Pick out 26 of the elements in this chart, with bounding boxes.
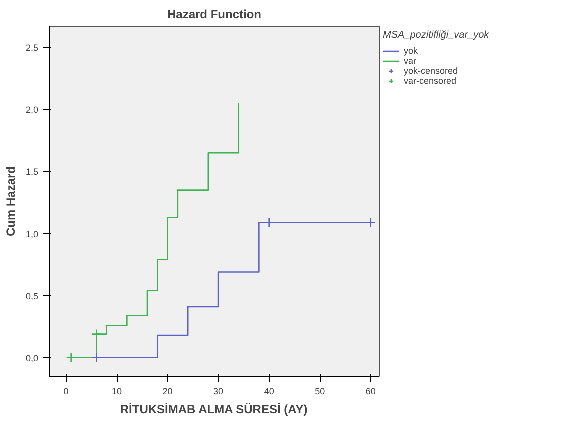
point — [66, 352, 76, 364]
y-tick-label: 1,0 — [26, 229, 39, 240]
x-axis-title: RİTUKSİMAB ALMA SÜRESİ (AY) — [120, 402, 308, 416]
point — [92, 329, 102, 340]
point — [264, 217, 274, 228]
chart-title: Hazard Function — [168, 8, 262, 22]
point — [92, 352, 102, 364]
x-tick-label: 60 — [366, 386, 376, 396]
legend-label: yok — [404, 46, 420, 56]
point — [366, 217, 376, 228]
y-tick-label: 2,0 — [26, 105, 39, 116]
x-tick-label: 20 — [162, 386, 173, 396]
x-tick-label: 30 — [214, 386, 224, 396]
x-tick-label: 10 — [112, 386, 122, 396]
y-tick-label: 0,0 — [26, 353, 39, 364]
y-tick-label: 1,5 — [26, 167, 39, 178]
y-axis-title: Cum Hazard — [4, 166, 18, 237]
legend-label: yok-censored — [404, 66, 458, 76]
x-tick-label: 40 — [264, 386, 274, 396]
legend-title: MSA_pozitifliği_var_yok — [383, 30, 490, 41]
x-tick-label: 0 — [64, 386, 69, 396]
x-tick-label: 50 — [315, 386, 326, 396]
y-tick-label: 2,5 — [26, 43, 39, 54]
legend-label: var — [404, 56, 418, 66]
y-tick-label: 0,5 — [26, 291, 39, 302]
legend-label: var-censored — [404, 76, 457, 86]
